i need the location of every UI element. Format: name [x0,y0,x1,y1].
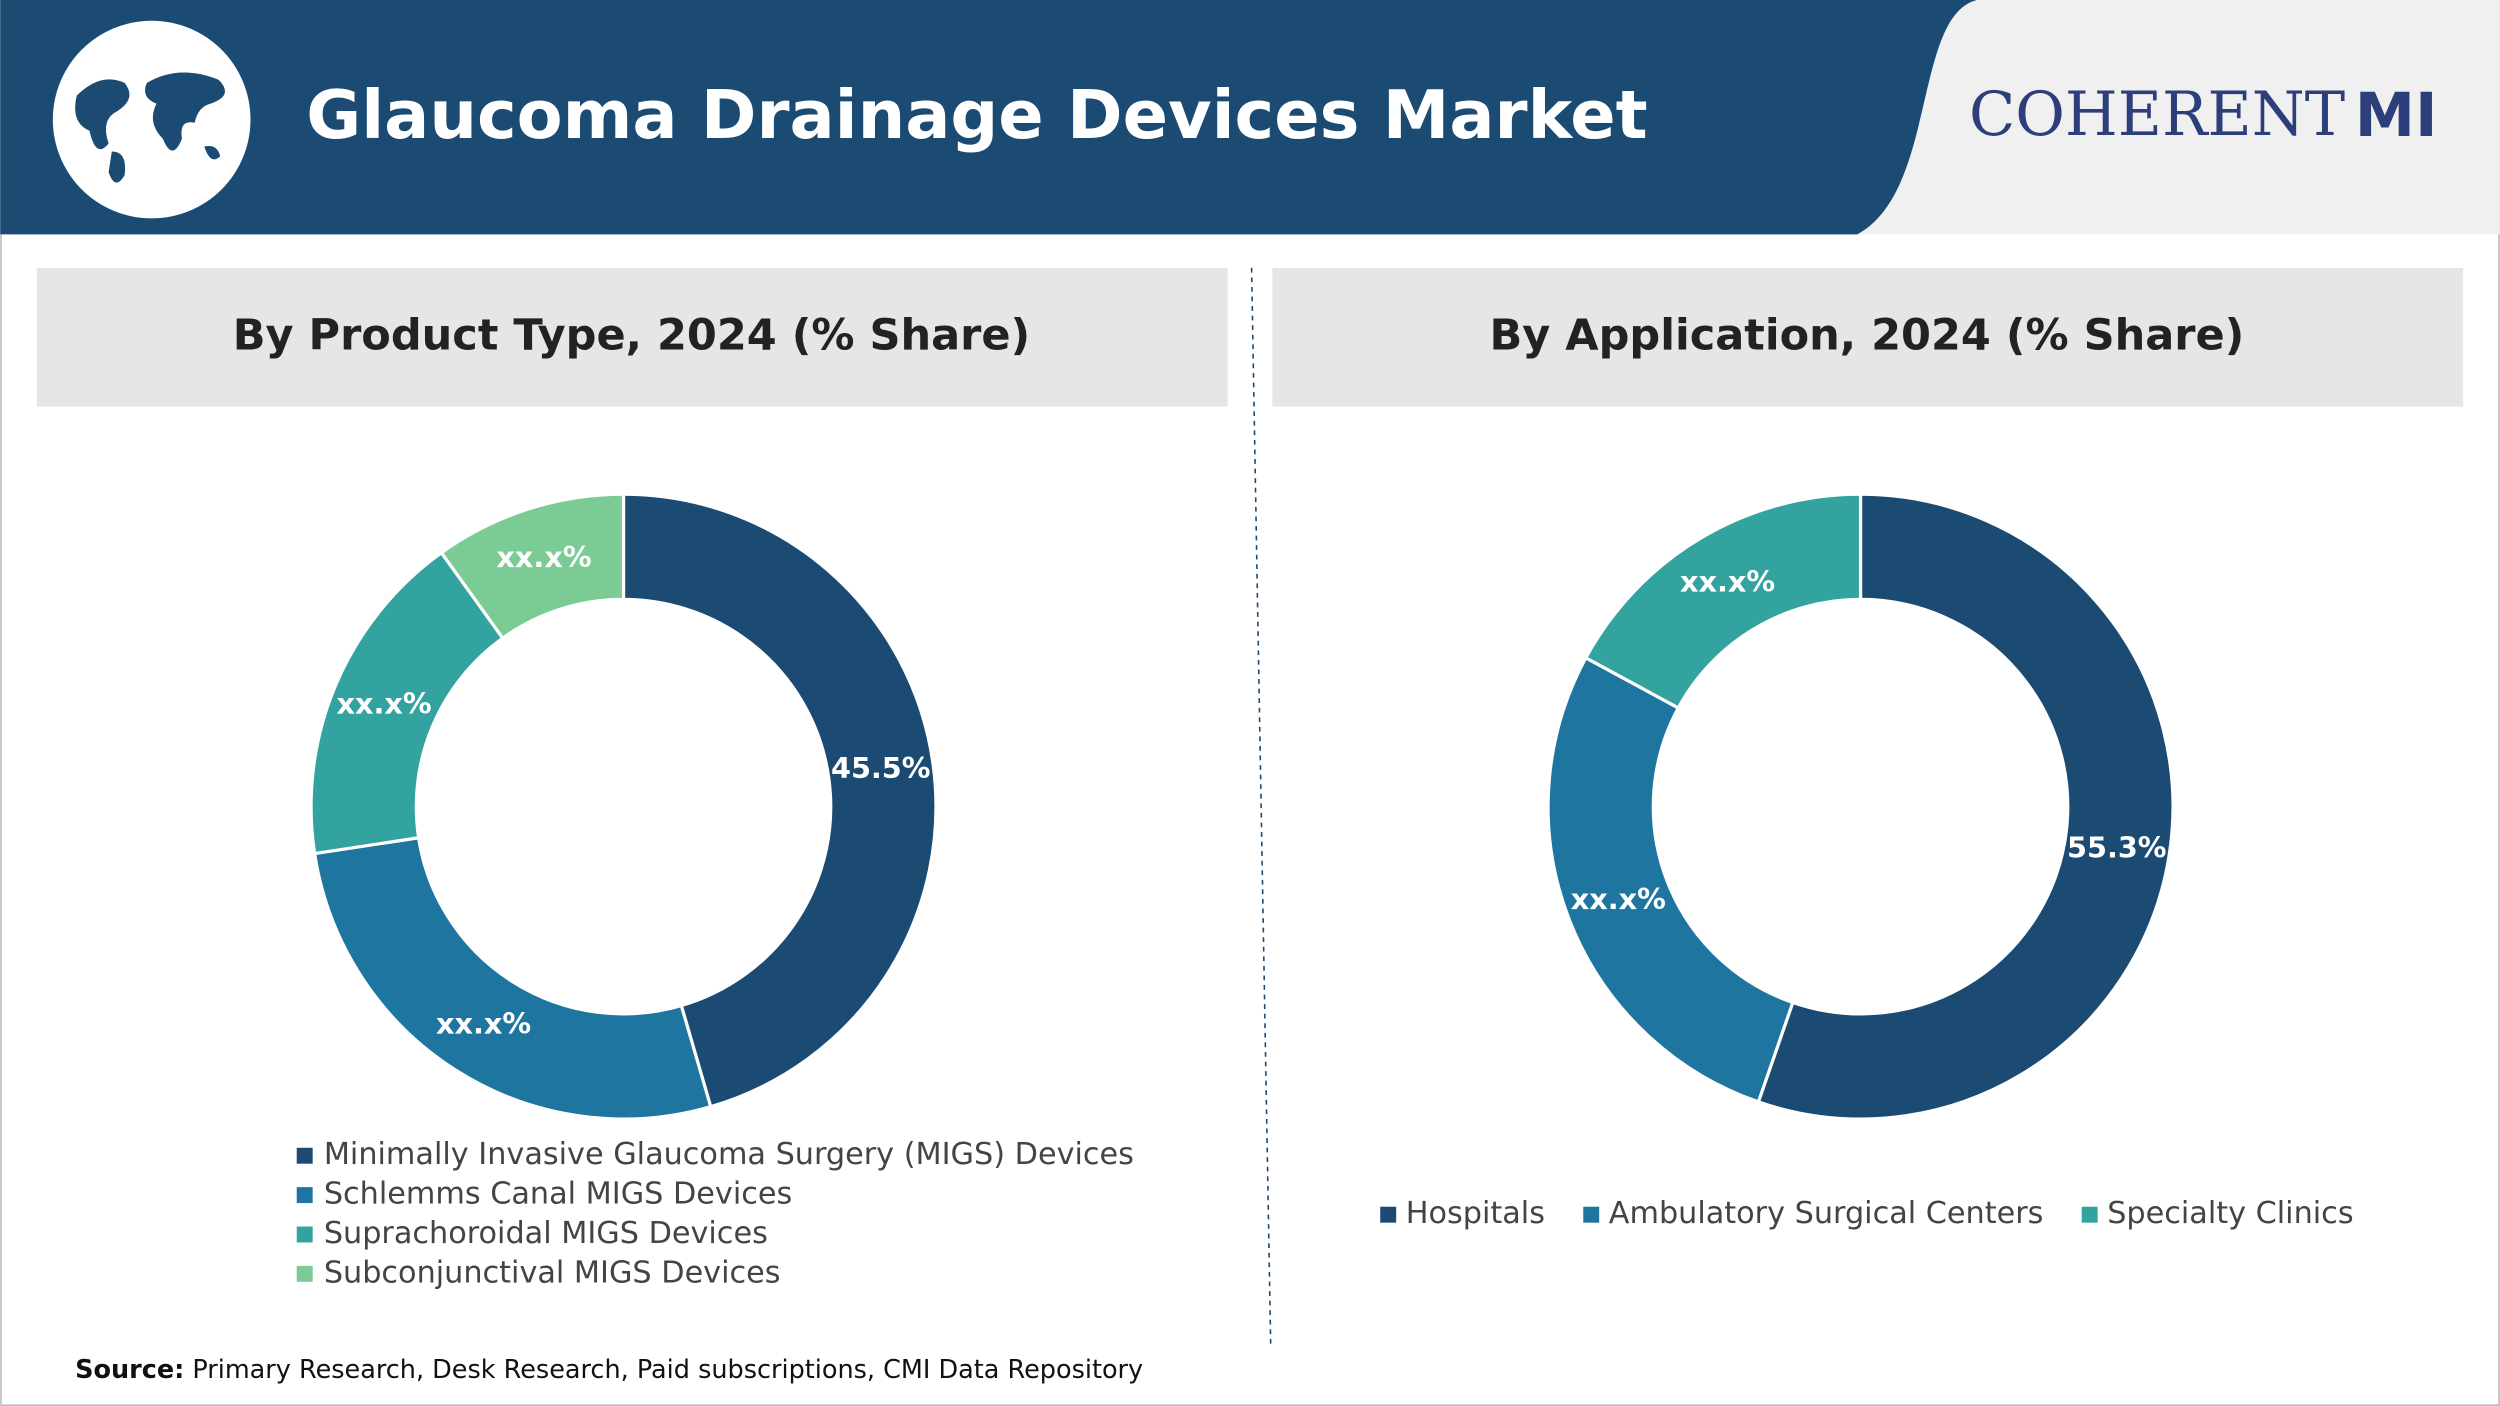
donut-slice [1756,492,2175,1121]
globe-map [75,72,225,183]
data-label: xx.x% [337,687,432,721]
data-label: xx.x% [1571,882,1666,916]
legend-label: Suprachoroidal MIGS Devices [324,1216,768,1251]
legend-label: Subconjunctival MIGS Devices [324,1255,781,1290]
donut-slice [309,550,505,856]
panel-header [1272,267,2464,407]
legend-label: Ambulatory Surgical Centers [1609,1196,2044,1231]
chart-title: By Application, 2024 (% Share) [1489,310,2244,360]
source-text: Primary Research, Desk Research, Paid su… [192,1355,1143,1385]
legend-label: Hospitals [1406,1196,1545,1231]
logo-suffix: MI [2355,81,2438,151]
donut-slice [1546,655,1795,1104]
legend-label: Specialty Clinics [2107,1196,2353,1231]
legend-swatch [1583,1206,1600,1223]
legend-label: Schlemms Canal MIGS Devices [324,1177,792,1212]
donut-slice [439,492,626,641]
header-band [0,0,1977,235]
panel-header [36,267,1228,407]
chart-title: By Product Type, 2024 (% Share) [233,310,1031,360]
donut-slice [621,492,938,1109]
legend-swatch [296,1265,313,1282]
data-label: xx.x% [1680,564,1775,598]
divider [1250,267,1272,1348]
legend-label: Minimally Invasive Glaucoma Surgery (MIG… [324,1137,1134,1172]
legend-swatch [296,1187,313,1204]
data-label: 45.5% [831,751,931,785]
data-label: xx.x% [496,540,591,574]
donut-slice [1583,492,1863,711]
legend-swatch [2081,1206,2098,1223]
data-label: xx.x% [436,1007,531,1041]
legend-swatch [296,1226,313,1243]
legend-swatch [1380,1206,1397,1223]
header-title: Glaucoma Drainage Devices Market [306,76,1647,154]
source-label: Source: [75,1355,184,1385]
donut-slice [312,835,713,1121]
data-label: 55.3% [2067,831,2167,865]
logo-text: COHERENT [1969,80,2345,150]
legend-swatch [296,1147,313,1164]
globe-icon [52,20,251,219]
